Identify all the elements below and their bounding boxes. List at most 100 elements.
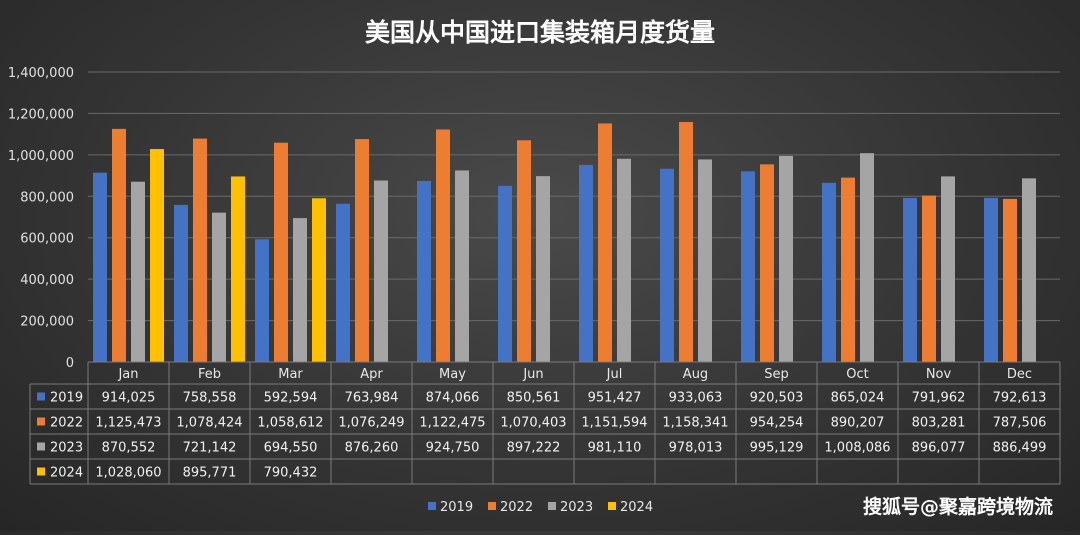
- table-cell: 981,110: [588, 441, 642, 456]
- bar-2019-may: [417, 180, 431, 362]
- table-cell: 1,058,612: [257, 416, 323, 431]
- x-tick-label: Oct: [846, 367, 868, 382]
- legend-key-2024: [608, 502, 616, 510]
- bar-2024-jan: [150, 149, 164, 362]
- table-cell: 1,076,249: [338, 416, 404, 431]
- x-tick-label: Dec: [1007, 367, 1032, 382]
- table-cell: 791,962: [912, 391, 966, 406]
- legend-key-2019: [428, 502, 436, 510]
- x-tick-label: Feb: [198, 367, 221, 382]
- table-cell: 1,028,060: [95, 466, 161, 481]
- table-row-label: 2022: [50, 416, 83, 431]
- y-tick-label: 1,200,000: [8, 107, 74, 122]
- y-tick-label: 1,000,000: [8, 149, 74, 164]
- bar-2022-jun: [517, 140, 531, 362]
- table-cell: 763,984: [345, 391, 399, 406]
- table-cell: 890,207: [831, 416, 885, 431]
- data-table: Jan Feb Mar Apr May Jun Jul Aug Sep Oct Nov Dec 2019…: [29, 361, 1061, 485]
- y-tick-label: 1,400,000: [8, 66, 74, 81]
- bar-2023-mar: [293, 218, 307, 362]
- bar-2019-jun: [498, 185, 512, 362]
- legend-label-2019: 2019: [440, 500, 473, 515]
- bar-2023-oct: [860, 153, 874, 362]
- y-tick-label: 800,000: [20, 190, 74, 205]
- bars: [93, 122, 1036, 362]
- table-cell: 694,550: [264, 441, 318, 456]
- bar-2019-apr: [336, 203, 350, 362]
- table-row-label: 2024: [50, 466, 83, 481]
- bar-2023-nov: [941, 176, 955, 362]
- table-legend-key: [37, 442, 45, 451]
- bar-2022-dec: [1003, 198, 1017, 362]
- x-tick-label: Jan: [117, 367, 138, 382]
- table-cell: 897,222: [507, 441, 561, 456]
- table-cell: 1,151,594: [581, 416, 647, 431]
- x-tick-label: May: [439, 367, 466, 382]
- bar-2024-feb: [231, 176, 245, 362]
- table-cell: 787,506: [993, 416, 1047, 431]
- bar-2022-nov: [922, 195, 936, 362]
- table-cell: 895,771: [183, 466, 237, 481]
- bar-2019-jan: [93, 172, 107, 362]
- x-tick-label: Aug: [683, 367, 708, 382]
- bar-2023-jan: [131, 181, 145, 362]
- bar-2019-aug: [660, 168, 674, 362]
- table-cell: 592,594: [264, 391, 318, 406]
- bar-2023-aug: [698, 159, 712, 362]
- table-cell: 951,427: [588, 391, 642, 406]
- bar-2022-feb: [193, 138, 207, 362]
- bar-2019-feb: [174, 204, 188, 362]
- table-cell: 978,013: [669, 441, 723, 456]
- y-tick-label: 200,000: [20, 315, 74, 330]
- bar-2019-jul: [579, 164, 593, 362]
- table-cell: 1,158,341: [662, 416, 728, 431]
- bar-2023-feb: [212, 212, 226, 362]
- table-cell: 920,503: [750, 391, 804, 406]
- table-cell: 792,613: [993, 391, 1047, 406]
- bar-2023-may: [455, 170, 469, 362]
- bar-2019-dec: [984, 197, 998, 362]
- bar-2019-mar: [255, 239, 269, 362]
- bar-2023-jun: [536, 176, 550, 362]
- legend-label-2024: 2024: [620, 500, 653, 515]
- gridlines: [88, 71, 1060, 363]
- table-cell: 886,499: [993, 441, 1047, 456]
- bar-2019-oct: [822, 182, 836, 362]
- table-cell: 876,260: [345, 441, 399, 456]
- table-cell: 1,078,424: [176, 416, 242, 431]
- table-cell: 865,024: [831, 391, 885, 406]
- bar-2019-nov: [903, 197, 917, 362]
- table-cell: 1,008,086: [824, 441, 890, 456]
- y-tick-label: 400,000: [20, 273, 74, 288]
- x-tick-label: Sep: [764, 367, 789, 382]
- watermark-text: 搜狐号@聚嘉跨境物流: [863, 495, 1053, 518]
- bar-2022-apr: [355, 139, 369, 362]
- table-cell: 758,558: [183, 391, 237, 406]
- table-cell: 874,066: [426, 391, 480, 406]
- bar-2022-mar: [274, 142, 288, 362]
- table-cell: 995,129: [750, 441, 804, 456]
- x-tick-label: Mar: [278, 367, 303, 382]
- table-row-label: 2019: [50, 391, 83, 406]
- bar-2022-sep: [760, 164, 774, 362]
- bar-2022-may: [436, 129, 450, 362]
- table-cell: 1,122,475: [419, 416, 485, 431]
- table-cell: 1,125,473: [95, 416, 161, 431]
- table-cell: 954,254: [750, 416, 804, 431]
- table-legend-key: [37, 417, 45, 426]
- table-legend-key: [37, 392, 45, 401]
- bar-2023-apr: [374, 180, 388, 362]
- legend-label-2023: 2023: [560, 500, 593, 515]
- table-cell: 924,750: [426, 441, 480, 456]
- bar-2022-jul: [598, 123, 612, 362]
- bar-2022-jan: [112, 128, 126, 362]
- bar-2023-dec: [1022, 178, 1036, 362]
- table-cell: 933,063: [669, 391, 723, 406]
- table-cell: 896,077: [912, 441, 966, 456]
- bar-2019-sep: [741, 171, 755, 362]
- x-tick-label: Jun: [522, 367, 543, 382]
- table-cell: 914,025: [102, 391, 156, 406]
- bar-2022-aug: [679, 122, 693, 362]
- table-row-label: 2023: [50, 441, 83, 456]
